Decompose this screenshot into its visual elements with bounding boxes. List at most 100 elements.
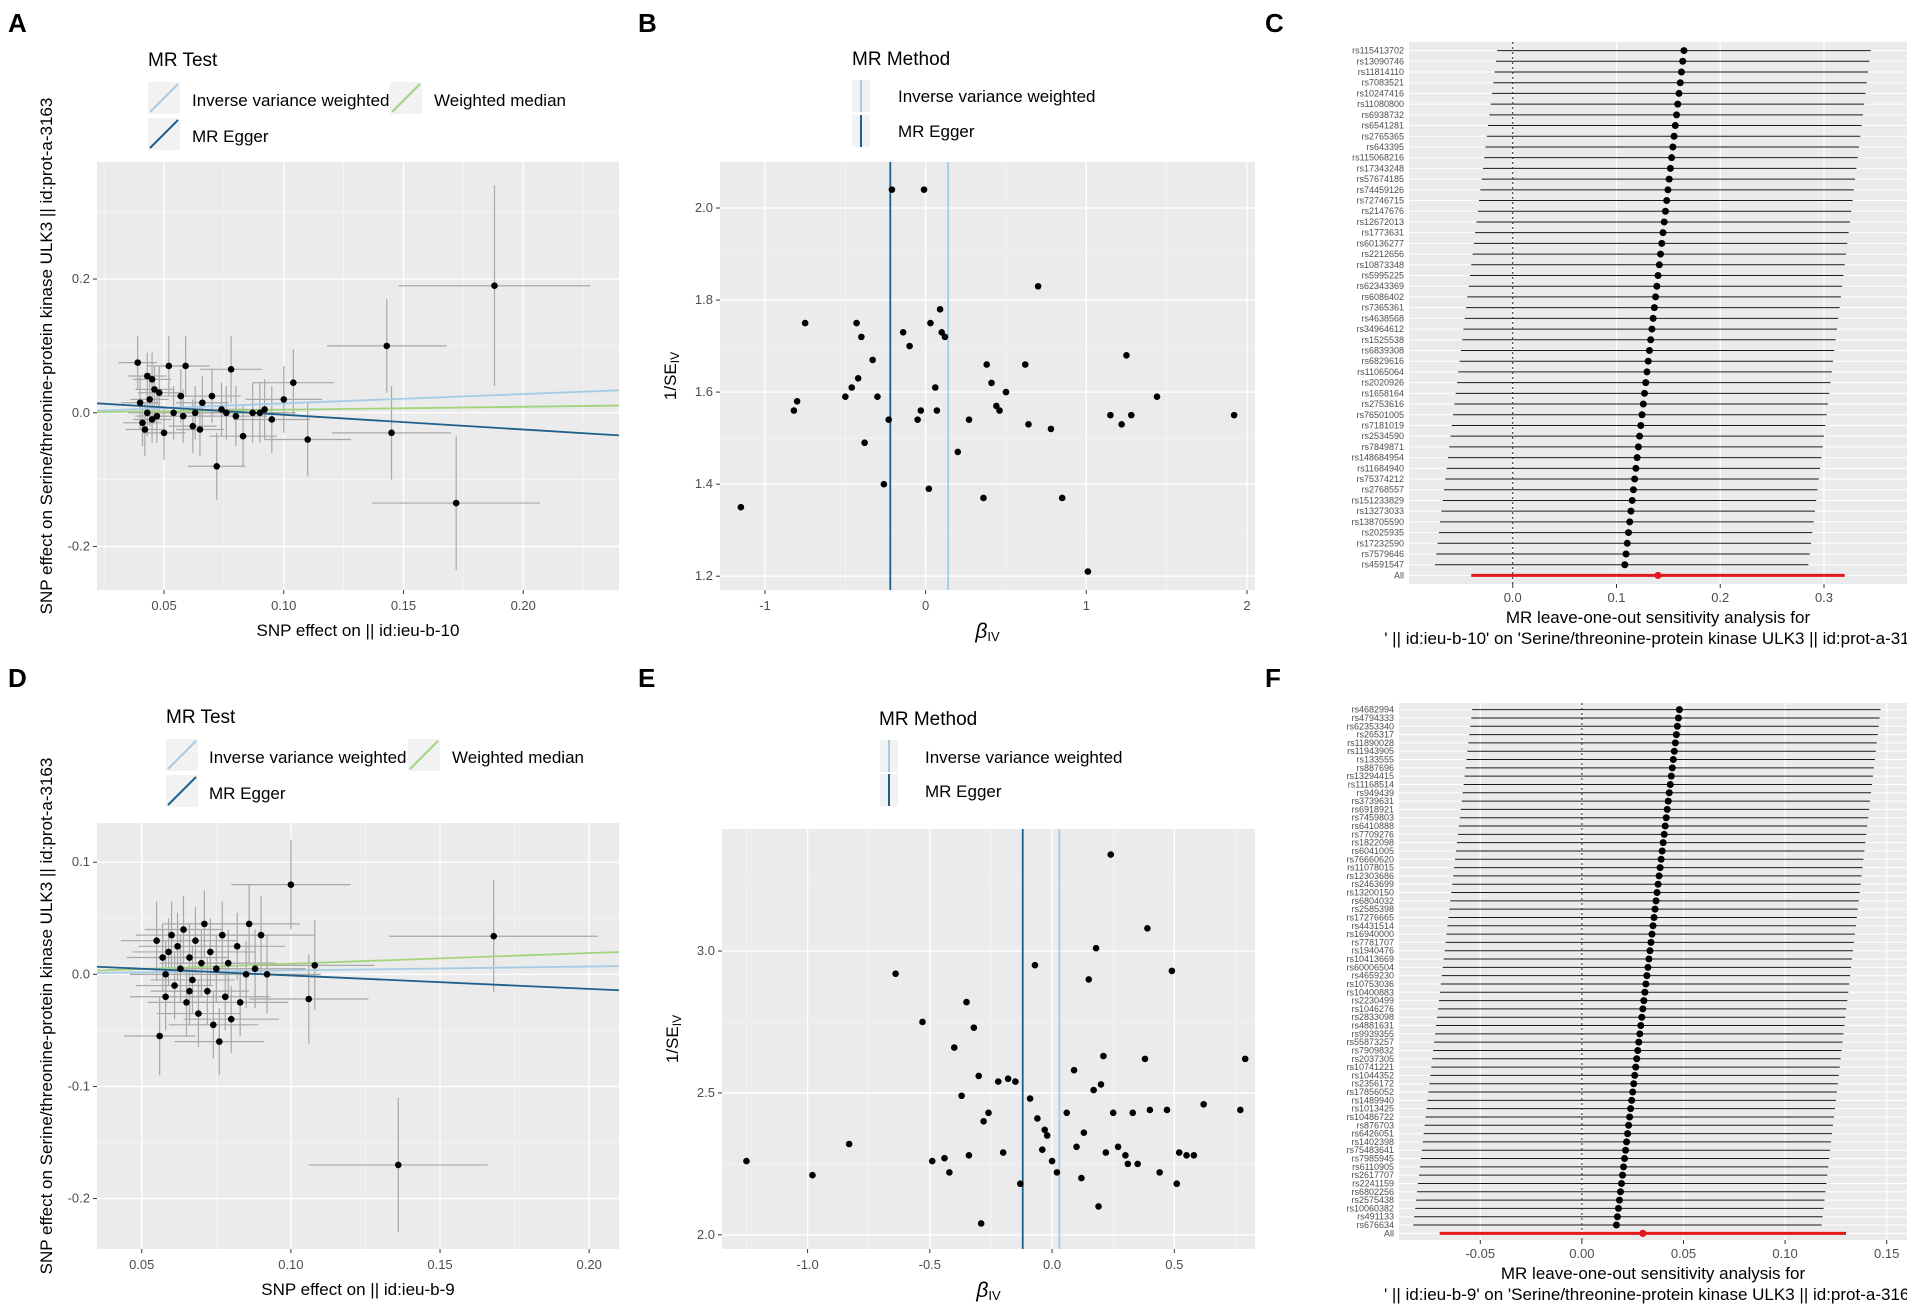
x-tick-label: 0.3 <box>1815 590 1833 605</box>
snp-label: rs7459803 <box>1351 813 1394 823</box>
data-point <box>1070 1066 1078 1074</box>
data-point <box>874 393 881 401</box>
data-point <box>1200 1100 1207 1108</box>
data-point <box>1026 1095 1034 1102</box>
legend-d-label-egger: MR Egger <box>209 784 286 803</box>
legend-d: MR Test Inverse variance weighted Weight… <box>166 707 584 807</box>
snp-estimate-point <box>1650 304 1658 312</box>
snp-label: rs2617707 <box>1351 1170 1394 1180</box>
snp-label: rs887696 <box>1356 763 1394 773</box>
data-point <box>249 409 256 417</box>
snp-label: rs17343248 <box>1356 163 1404 173</box>
data-point <box>1107 411 1114 419</box>
data-point <box>311 962 319 969</box>
snp-label: rs1940476 <box>1351 946 1394 956</box>
legend-a-swatch-egger <box>149 119 179 149</box>
snp-estimate-point <box>1614 1204 1622 1212</box>
regression-line-weighted-median <box>97 951 619 972</box>
data-point <box>170 409 177 417</box>
data-point <box>227 1015 235 1023</box>
snp-estimate-point <box>1627 507 1635 515</box>
snp-estimate-point <box>1622 1146 1630 1154</box>
data-point <box>919 1018 926 1026</box>
snp-label: rs7181019 <box>1361 420 1404 430</box>
plot-inner <box>97 839 619 1233</box>
data-point <box>1124 1160 1132 1168</box>
x-tick-label: 0.2 <box>1711 590 1729 605</box>
data-point <box>1163 1106 1171 1114</box>
data-point <box>192 937 199 945</box>
data-point <box>985 1109 992 1117</box>
snp-label: rs2037305 <box>1351 1054 1394 1064</box>
legend-a-swatch-ivw <box>149 83 179 113</box>
x-axis-title-line1: MR leave-one-out sensitivity analysis fo… <box>1501 1264 1806 1283</box>
snp-label: rs17856052 <box>1346 1087 1394 1097</box>
snp-label: rs1044352 <box>1351 1070 1394 1080</box>
y-tick-label: 2.0 <box>697 1227 715 1242</box>
snp-estimate-point <box>1643 368 1651 376</box>
snp-label: rs4638568 <box>1361 313 1404 323</box>
x-tick-label: 0.15 <box>1874 1246 1899 1261</box>
regression-line-weighted-median <box>97 404 619 414</box>
data-point <box>1058 494 1066 502</box>
data-point <box>490 932 498 940</box>
snp-label: rs1046276 <box>1351 1004 1394 1014</box>
snp-label: rs17276665 <box>1346 912 1394 922</box>
snp-label: rs1822098 <box>1351 838 1394 848</box>
panel-label-e: E <box>638 663 655 693</box>
snp-estimate-point <box>1633 1055 1641 1063</box>
snp-label: rs115413702 <box>1352 46 1404 56</box>
regression-line-mr-egger <box>97 402 619 437</box>
x-axis-title: βIV <box>974 620 1000 644</box>
data-point <box>1041 1126 1049 1134</box>
snp-estimate-point <box>1656 864 1664 872</box>
data-point <box>858 333 865 341</box>
data-point <box>1084 568 1092 575</box>
data-point <box>1102 1149 1110 1156</box>
data-point <box>1173 1180 1181 1188</box>
snp-label: rs7709276 <box>1351 829 1394 839</box>
snp-label: rs10873348 <box>1356 260 1404 270</box>
data-point <box>1002 388 1010 396</box>
snp-label: rs12672013 <box>1356 217 1404 227</box>
snp-label: rs4431514 <box>1351 921 1394 931</box>
data-point <box>1063 1109 1071 1117</box>
snp-label: rs4881631 <box>1351 1021 1394 1031</box>
x-axis-title-line1: MR leave-one-out sensitivity analysis fo… <box>1506 608 1811 627</box>
snp-label: rs60136277 <box>1356 238 1404 248</box>
data-point <box>899 328 907 336</box>
snp-estimate-point <box>1632 464 1640 472</box>
y-tick-label: -0.2 <box>68 539 90 554</box>
snp-label: rs1658164 <box>1361 388 1404 398</box>
data-point <box>1004 1075 1012 1083</box>
data-point <box>1146 1106 1154 1114</box>
data-point <box>1047 425 1055 433</box>
data-point <box>1085 976 1093 983</box>
snp-estimate-point <box>1669 756 1677 764</box>
snp-estimate-point <box>1620 1163 1628 1171</box>
snp-label: rs9939355 <box>1351 1029 1394 1039</box>
data-point <box>737 503 745 511</box>
snp-label: rs4794333 <box>1351 713 1394 723</box>
snp-label: rs2212656 <box>1361 249 1404 259</box>
data-point <box>213 965 220 973</box>
data-point <box>134 359 142 366</box>
data-point <box>958 1092 965 1100</box>
snp-estimate-point <box>1637 1022 1645 1030</box>
snp-estimate-point <box>1673 111 1681 119</box>
snp-estimate-point <box>1665 789 1673 797</box>
snp-estimate-point <box>1642 980 1650 988</box>
x-tick-label: 0.05 <box>151 598 176 613</box>
y-axis-title: 1/SEIV <box>663 1015 684 1063</box>
snp-label: rs2025935 <box>1361 528 1404 538</box>
data-point <box>954 448 962 456</box>
data-point <box>1090 1086 1097 1094</box>
data-point <box>227 366 235 373</box>
data-point <box>287 881 295 888</box>
snp-label: rs265317 <box>1356 730 1394 740</box>
snp-estimate-point <box>1645 955 1653 963</box>
scatter-plot-d: 0.05 0.10 0.15 0.20 -0.2 -0.1 0.0 0.1 SNP effect… <box>37 758 619 1299</box>
data-point <box>198 959 205 967</box>
snp-estimate-point <box>1625 1121 1633 1129</box>
snp-label: rs34964612 <box>1356 324 1404 334</box>
